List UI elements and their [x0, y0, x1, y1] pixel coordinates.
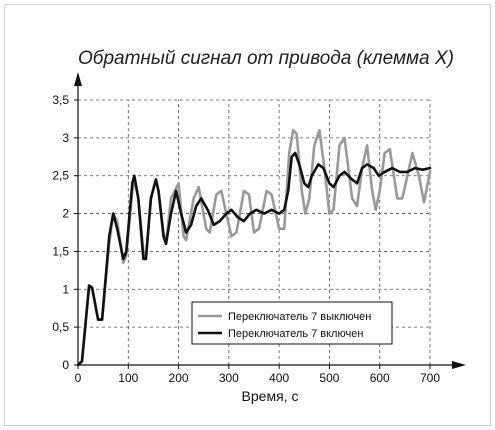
x-tick-label: 700 [420, 371, 440, 385]
legend-box [191, 301, 393, 345]
chart-frame [4, 4, 491, 426]
x-tick-label: 100 [118, 371, 138, 385]
x-tick-label: 600 [370, 371, 390, 385]
tick-labels: 0 100 200 300 400 500 600 700 0 0,5 1 1,5 2 2,5 3 3,5 [52, 93, 440, 385]
y-tick-label: 3 [62, 131, 69, 145]
y-tick-label: 1 [62, 282, 69, 296]
y-axis-arrow [74, 72, 82, 86]
x-tick-label: 400 [269, 371, 289, 385]
legend: Переключатель 7 выключен Переключатель 7… [191, 301, 393, 345]
y-tick-label: 0 [62, 358, 69, 372]
y-tick-label: 1,5 [52, 244, 69, 258]
x-tick-label: 0 [75, 371, 82, 385]
y-tick-label: 2,5 [52, 169, 69, 183]
series-lines [76, 129, 432, 367]
x-axis-label: Время, с [242, 388, 299, 404]
legend-label-on: Переключатель 7 включен [228, 328, 363, 340]
x-tick-label: 500 [319, 371, 339, 385]
x-axis-arrow [452, 361, 466, 369]
chart-title: Обратный сигнал от привода (клемма Х) [78, 48, 454, 69]
x-tick-label: 200 [169, 371, 189, 385]
y-tick-label: 0,5 [52, 320, 69, 334]
series-line-switch-on [76, 151, 432, 367]
y-tick-label: 2 [62, 207, 69, 221]
x-tick-label: 300 [219, 371, 239, 385]
y-tick-label: 3,5 [52, 93, 69, 107]
axes [74, 72, 466, 369]
legend-label-off: Переключатель 7 выключен [228, 311, 371, 323]
